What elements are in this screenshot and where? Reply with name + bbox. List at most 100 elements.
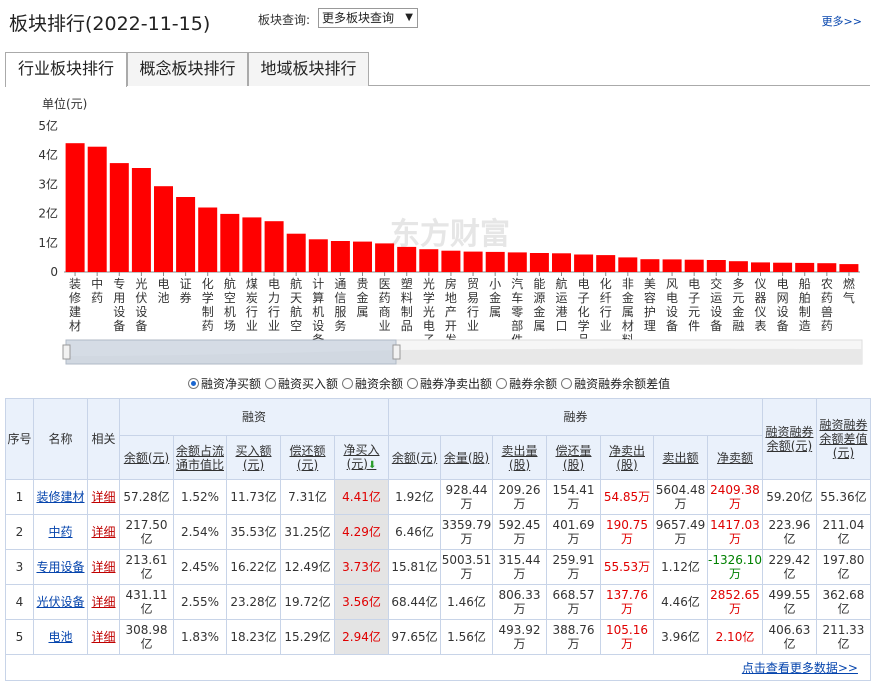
range-handle-left[interactable]	[62, 344, 71, 360]
x-tick-label: 航运港口	[555, 276, 567, 333]
table-cell: 9657.49万	[653, 514, 708, 550]
cell-value: 2.10亿	[715, 630, 755, 644]
sort-desc-icon: ⬇	[367, 459, 377, 471]
radio-button-icon[interactable]	[265, 378, 277, 389]
table-cell: 4.41亿	[334, 479, 389, 515]
x-tick-label: 医药商业	[379, 277, 391, 333]
more-link[interactable]: 更多>>	[821, 15, 862, 28]
cell-value: 259.91万	[552, 553, 595, 581]
cell-value: 18.23亿	[230, 630, 277, 644]
metric-radio-option[interactable]: 融资融券余额差值	[561, 375, 670, 392]
x-tick-label: 仪器仪表	[754, 277, 766, 333]
row-detail-link[interactable]: 详细	[91, 595, 116, 609]
col-rq-net-sell[interactable]: 净卖出(股)	[600, 435, 654, 480]
metric-radio-option[interactable]: 融资买入额	[265, 375, 338, 392]
row-name-link[interactable]: 装修建材	[36, 490, 85, 504]
metric-radio-option[interactable]: 融资净买额	[188, 375, 261, 392]
col-rq-sell-vol[interactable]: 卖出量(股)	[492, 435, 547, 480]
table-cell: 55.36亿	[815, 479, 871, 515]
more-data-link[interactable]: 点击查看更多数据>>	[741, 660, 858, 675]
board-tabs: 行业板块排行 概念板块排行 地域板块排行	[5, 52, 870, 87]
cell-value: 15.81亿	[391, 560, 438, 574]
row-name-link[interactable]: 电池	[48, 630, 73, 644]
table-cell: -1326.10万	[707, 549, 763, 585]
bar-chart: 单位(元) 0 1亿 2亿 3亿 4亿 5亿东方财富装修建材中药专用设备光伏设备电池证券化学…	[38, 96, 863, 365]
col-rz-balance[interactable]: 余额(元)	[119, 435, 174, 480]
table-row: 2 中药 详细 217.50亿 2.54% 35.53亿 31.25亿 4.29亿 6.46亿 3…	[5, 514, 871, 550]
col-rz-repay[interactable]: 偿还额(元)	[280, 435, 335, 480]
col-rz-buy[interactable]: 买入额(元)	[226, 435, 281, 480]
row-name-link[interactable]: 专用设备	[36, 560, 85, 574]
tab-industry[interactable]: 行业板块排行	[5, 52, 127, 87]
col-label: 净卖出(股)	[608, 443, 645, 472]
table-cell: 1.52%	[173, 479, 227, 515]
group-financing: 融资	[119, 398, 389, 436]
range-selection[interactable]	[65, 339, 397, 365]
y-tick-label: 3亿	[38, 176, 58, 191]
x-tick-label: 煤炭行业	[246, 277, 258, 333]
table-cell: 4.46亿	[653, 584, 708, 620]
table-cell: 217.50亿	[119, 514, 174, 550]
col-rzrq-diff[interactable]: 融资融券余额差值(元)	[815, 398, 871, 480]
table-cell: 15.29亿	[280, 619, 335, 655]
table-cell: 806.33万	[492, 584, 547, 620]
col-seq: 序号	[5, 398, 34, 480]
table-cell: 5003.51万	[440, 549, 493, 585]
radio-button-icon[interactable]	[496, 378, 508, 389]
table-cell: 3.56亿	[334, 584, 389, 620]
chart-bar	[242, 217, 262, 272]
chart-bar	[706, 260, 726, 272]
row-name-link[interactable]: 光伏设备	[36, 595, 85, 609]
table-cell: 4.29亿	[334, 514, 389, 550]
table-row: 3 专用设备 详细 213.61亿 2.45% 16.22亿 12.49亿 3.73亿 15.8…	[5, 549, 871, 585]
col-rq-balance[interactable]: 余额(元)	[388, 435, 441, 480]
x-tick-label: 电力行业	[268, 277, 280, 333]
radio-button-icon[interactable]	[342, 378, 354, 389]
cell-value: 12.49亿	[284, 560, 331, 574]
x-tick-label: 电池	[157, 277, 169, 305]
row-detail-link[interactable]: 详细	[91, 490, 116, 504]
row-seq: 4	[15, 595, 24, 609]
x-tick-label: 证券	[180, 277, 192, 305]
table-cell: 装修建材	[33, 479, 88, 515]
table-cell: 2	[5, 514, 34, 550]
x-tick-label: 农药兽药	[821, 277, 833, 333]
x-tick-label: 化纤行业	[600, 277, 612, 333]
chart-bar	[353, 241, 372, 272]
cell-value: 928.44万	[445, 483, 488, 511]
row-detail-link[interactable]: 详细	[91, 630, 116, 644]
radio-button-icon[interactable]	[188, 378, 199, 389]
tab-region[interactable]: 地域板块排行	[248, 52, 369, 86]
watermark-text: 东方财富	[390, 217, 510, 252]
cell-value: 68.44亿	[391, 595, 438, 609]
metric-radio-option[interactable]: 融券余额	[496, 375, 557, 392]
metric-radio-group: 融资净买额 融资买入额 融资余额 融券净卖出额 融券余额 融资融券余额差值	[188, 375, 674, 392]
row-detail-link[interactable]: 详细	[91, 560, 116, 574]
radio-button-icon[interactable]	[561, 378, 573, 389]
table-cell: 1	[5, 479, 34, 515]
col-rq-sell-amt[interactable]: 卖出额	[653, 435, 708, 480]
chart-bar	[463, 251, 483, 272]
col-label: 净卖额	[716, 450, 753, 465]
table-cell: 2.45%	[173, 549, 227, 585]
table-cell: 668.57万	[546, 584, 601, 620]
col-rq-repay-vol[interactable]: 偿还量(股)	[546, 435, 601, 480]
tab-concept[interactable]: 概念板块排行	[127, 52, 248, 86]
col-rq-volume[interactable]: 余量(股)	[440, 435, 493, 480]
metric-radio-option[interactable]: 融资余额	[342, 375, 403, 392]
col-rz-balance-ratio[interactable]: 余额占流通市值比	[173, 435, 227, 480]
row-name-link[interactable]: 中药	[48, 525, 73, 539]
page-title: 板块排行(2022-11-15)	[9, 13, 211, 35]
range-handle-right[interactable]	[392, 344, 401, 360]
chart-bar	[817, 263, 837, 272]
table-cell: 388.76万	[546, 619, 601, 655]
col-rzrq-balance[interactable]: 融资融券余额(元)	[761, 398, 817, 480]
cell-value: 1.46亿	[447, 595, 486, 609]
table-cell: 详细	[87, 619, 120, 655]
board-query-select[interactable]: 更多板块查询 ▼	[318, 8, 418, 28]
col-rq-net-sell-amt[interactable]: 净卖额	[707, 435, 763, 480]
radio-button-icon[interactable]	[407, 378, 419, 389]
col-rz-net-buy[interactable]: 净买入(元)⬇	[334, 435, 389, 480]
row-detail-link[interactable]: 详细	[91, 525, 116, 539]
metric-radio-option[interactable]: 融券净卖出额	[407, 375, 492, 392]
